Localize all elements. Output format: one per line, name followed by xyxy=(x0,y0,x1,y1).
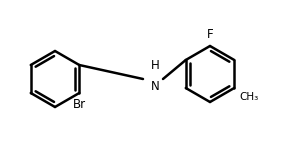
Text: H: H xyxy=(151,59,159,72)
Text: N: N xyxy=(151,80,159,93)
Text: F: F xyxy=(207,28,213,41)
Text: Br: Br xyxy=(73,98,86,111)
Text: CH₃: CH₃ xyxy=(239,92,258,102)
